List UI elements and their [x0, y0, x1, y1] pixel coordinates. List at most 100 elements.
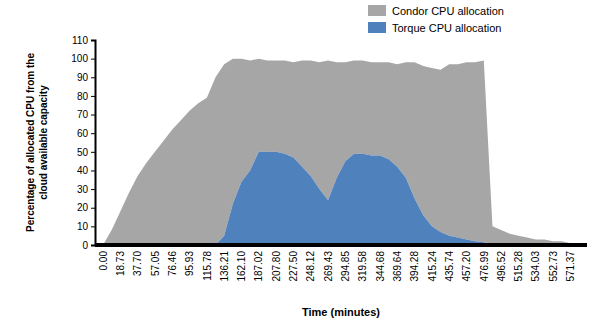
- x-tick: 457.20: [461, 245, 472, 282]
- x-tick: 435.74: [444, 245, 455, 282]
- x-axis-line: [95, 243, 587, 247]
- y-axis: 0 10 20 30 40 50 60 70 80 90 100 110: [71, 35, 95, 251]
- x-tick: 269.43: [323, 245, 334, 282]
- x-tick: 571.37: [565, 245, 576, 282]
- y-tick-mark: [91, 96, 95, 97]
- x-tick-label: 534.03: [530, 251, 541, 282]
- x-tick: 369.64: [392, 245, 403, 282]
- y-tick-label: 0: [82, 240, 88, 251]
- y-tick: 100: [71, 53, 95, 64]
- x-tick-label: 207.80: [271, 251, 282, 282]
- x-tick-label: 435.74: [444, 251, 455, 282]
- x-tick-label: 571.37: [565, 251, 576, 282]
- y-tick-label: 10: [77, 221, 89, 232]
- legend-label: Condor CPU allocation: [392, 5, 504, 17]
- x-tick: 37.70: [132, 245, 143, 276]
- y-tick-label: 100: [71, 53, 88, 64]
- x-tick: 95.93: [184, 245, 195, 276]
- x-tick-label: 76.46: [167, 251, 178, 276]
- x-tick: 394.28: [409, 245, 420, 282]
- x-tick: 227.50: [288, 245, 299, 282]
- x-tick: 207.80: [271, 245, 282, 282]
- y-tick: 60: [77, 128, 95, 139]
- y-tick-label: 40: [77, 165, 89, 176]
- x-tick-label: 515.28: [513, 251, 524, 282]
- y-tick: 40: [77, 165, 95, 176]
- y-tick-label: 110: [72, 35, 88, 46]
- y-tick: 50: [77, 147, 95, 158]
- x-tick-label: 115.78: [202, 251, 213, 281]
- y-tick-label: 90: [77, 72, 89, 83]
- x-tick: 76.46: [167, 245, 178, 276]
- x-tick-label: 0.00: [98, 251, 109, 271]
- x-tick-label: 269.43: [323, 251, 334, 282]
- y-tick-mark: [91, 59, 95, 60]
- x-tick-label: 227.50: [288, 251, 299, 282]
- chart: 0 10 20 30 40 50 60 70 80 90 100 110 0.00 18.73 37.70 5…: [0, 0, 597, 322]
- area-series: [103, 152, 579, 245]
- x-tick-label: 162.10: [236, 251, 247, 282]
- y-tick-mark: [91, 208, 95, 209]
- y-axis-title: Percentage of allocated CPU from the: [25, 53, 36, 232]
- y-tick: 80: [77, 91, 95, 102]
- x-tick-label: 476.99: [479, 251, 490, 282]
- y-tick-mark: [91, 245, 95, 246]
- y-tick: 10: [77, 221, 95, 232]
- y-tick-label: 30: [77, 184, 89, 195]
- y-tick: 90: [77, 72, 95, 83]
- x-tick: 515.28: [513, 245, 524, 282]
- x-tick: 136.21: [219, 245, 230, 282]
- y-tick-mark: [91, 189, 95, 190]
- y-tick: 30: [77, 184, 95, 195]
- x-tick: 534.03: [530, 245, 541, 282]
- y-tick: 70: [77, 109, 95, 120]
- y-tick-mark: [91, 133, 95, 134]
- x-tick-label: 136.21: [219, 251, 230, 282]
- x-tick: 0.00: [98, 245, 109, 270]
- y-tick: 0: [82, 240, 95, 251]
- x-tick: 319.58: [357, 245, 368, 282]
- plot-area: [103, 59, 579, 245]
- x-tick: 476.99: [479, 245, 490, 282]
- x-tick: 162.10: [236, 245, 247, 282]
- y-tick-label: 50: [77, 147, 89, 158]
- x-tick: 115.78: [202, 245, 213, 281]
- legend-swatch: [368, 5, 386, 16]
- x-tick: 187.02: [253, 245, 264, 282]
- y-tick-mark: [91, 226, 95, 227]
- y-axis-title: cloud available capacity: [38, 85, 49, 200]
- y-tick-label: 70: [77, 109, 89, 120]
- x-tick: 294.85: [340, 245, 351, 282]
- x-tick-label: 57.05: [150, 251, 161, 276]
- x-tick-label: 394.28: [409, 251, 420, 282]
- y-tick-label: 80: [77, 91, 89, 102]
- legend: Condor CPU allocation Torque CPU allocati…: [368, 5, 504, 34]
- x-tick: 344.68: [375, 245, 386, 282]
- y-tick-mark: [91, 77, 95, 78]
- y-tick-mark: [91, 170, 95, 171]
- y-axis-line: [91, 41, 96, 246]
- y-tick: 20: [77, 202, 95, 213]
- x-tick: 496.52: [496, 245, 507, 282]
- x-tick-label: 415.24: [427, 251, 438, 282]
- x-tick-label: 319.58: [357, 251, 368, 282]
- y-tick-mark: [91, 115, 95, 116]
- x-tick-label: 496.52: [496, 251, 507, 282]
- x-tick: 57.05: [150, 245, 161, 276]
- y-tick-mark: [91, 40, 95, 41]
- x-tick: 552.73: [548, 245, 559, 282]
- x-tick-label: 344.68: [375, 251, 386, 282]
- x-axis-title: Time (minutes): [302, 306, 380, 318]
- y-tick-label: 60: [77, 128, 89, 139]
- x-tick-label: 37.70: [132, 251, 143, 276]
- legend-swatch: [368, 22, 386, 33]
- x-tick-label: 369.64: [392, 251, 403, 282]
- x-tick-label: 18.73: [115, 251, 126, 276]
- x-tick-label: 457.20: [461, 251, 472, 282]
- x-tick: 18.73: [115, 245, 126, 276]
- y-tick-mark: [91, 152, 95, 153]
- legend-label: Torque CPU allocation: [392, 22, 501, 34]
- x-tick-label: 187.02: [253, 251, 264, 282]
- x-tick: 415.24: [427, 245, 438, 282]
- x-tick-label: 552.73: [548, 251, 559, 282]
